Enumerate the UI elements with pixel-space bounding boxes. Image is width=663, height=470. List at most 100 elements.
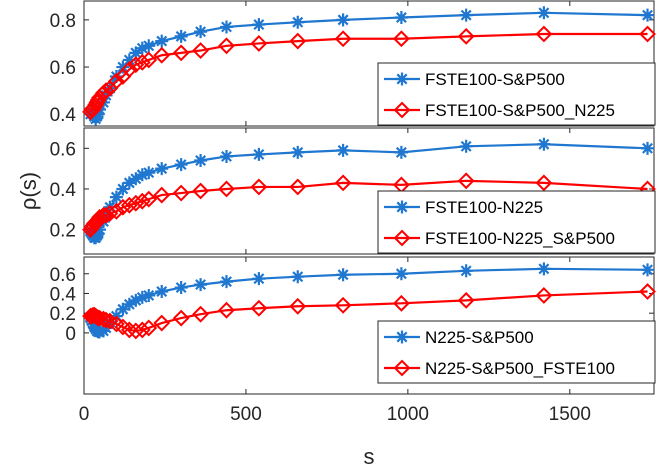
x-tick-label: 1500: [549, 404, 591, 425]
y-tick-label: 0.4: [50, 284, 77, 305]
data-point: [133, 53, 151, 71]
data-point: [334, 30, 352, 48]
legend-marker: [393, 229, 411, 247]
data-point: [116, 182, 130, 196]
data-point: [220, 275, 233, 289]
data-point: [459, 8, 473, 22]
data-point: [392, 30, 410, 48]
data-point: [116, 60, 130, 74]
data-point: [116, 302, 130, 316]
y-axis-label: ρ(s): [16, 172, 41, 210]
data-point: [250, 178, 268, 196]
data-point: [192, 182, 210, 200]
legend-box: [377, 320, 656, 384]
data-point: [192, 42, 210, 59]
legend-label: FSTE100-S&P500: [425, 70, 565, 89]
data-point: [641, 141, 655, 155]
data-point: [459, 139, 473, 153]
data-point: [127, 56, 145, 74]
data-point: [194, 154, 208, 168]
data-point: [107, 202, 125, 220]
data-point: [252, 18, 266, 32]
series-red: [82, 25, 656, 121]
legend-label: N225-S&P500: [425, 328, 534, 347]
legend-label: FSTE100-S&P500_N225: [425, 101, 615, 120]
data-point: [135, 41, 149, 55]
data-point: [641, 263, 655, 277]
y-tick-label: 0.2: [50, 304, 76, 325]
data-point: [129, 172, 143, 186]
data-point: [153, 186, 171, 204]
data-point: [291, 270, 305, 284]
data-point: [172, 309, 190, 327]
data-point: [291, 15, 305, 29]
x-tick-label: 1000: [387, 404, 429, 425]
legend-label: FSTE100-N225: [425, 198, 543, 217]
legend-marker: [393, 359, 411, 377]
data-point: [457, 291, 475, 309]
y-tick-label: 0.4: [50, 105, 77, 126]
data-point: [155, 284, 169, 298]
y-tick-label: 0.8: [50, 11, 76, 32]
data-point: [289, 297, 307, 315]
y-tick-label: 0.2: [50, 221, 76, 242]
data-point: [537, 262, 551, 276]
data-point: [250, 35, 268, 52]
panel-1: 0.4 0.6 0.8 FSTE100-S&P500 FSTE100-S&P500_N2…: [50, 0, 656, 127]
data-point: [114, 198, 132, 216]
data-point: [86, 317, 100, 331]
x-tick-label: 500: [230, 404, 262, 425]
data-point: [95, 206, 112, 224]
data-point: [194, 25, 208, 39]
data-point: [639, 283, 656, 300]
data-point: [120, 321, 138, 339]
data-point: [172, 184, 190, 202]
legend: FSTE100-S&P500 FSTE100-S&P500_N225: [377, 62, 656, 126]
data-point: [291, 145, 305, 159]
data-point: [97, 311, 115, 329]
legend: N225-S&P500 N225-S&P500_FSTE100: [377, 320, 656, 384]
data-point: [129, 293, 143, 307]
data-point: [153, 314, 171, 332]
data-point: [155, 162, 169, 176]
data-point: [218, 301, 235, 319]
data-point: [93, 223, 107, 237]
data-point: [457, 172, 475, 190]
data-point: [101, 204, 119, 222]
data-point: [535, 174, 553, 192]
series-red: [82, 283, 656, 340]
data-point: [535, 25, 553, 43]
data-point: [289, 178, 307, 196]
data-point: [394, 145, 408, 159]
data-point: [120, 60, 138, 78]
y-tick-label: 0.6: [50, 139, 76, 160]
data-point: [336, 13, 350, 27]
data-point: [174, 281, 188, 295]
data-point: [133, 321, 151, 339]
legend-label: FSTE100-N225_S&P500: [425, 229, 615, 248]
data-point: [142, 288, 156, 302]
legend-box: [377, 190, 656, 254]
data-point: [99, 88, 113, 102]
y-tick-label: 0.6: [50, 58, 76, 79]
data-point: [127, 194, 145, 212]
data-point: [192, 305, 210, 323]
data-point: [133, 192, 151, 210]
legend-box: [377, 62, 656, 126]
y-tick-label: 0.6: [50, 265, 76, 286]
data-point: [537, 6, 551, 20]
data-point: [218, 180, 235, 198]
data-point: [122, 53, 136, 67]
series-red: [82, 172, 656, 239]
panel-2: 0.2 0.4 0.6 FSTE100-N225 FSTE100-N225_S&P500…: [16, 127, 656, 255]
data-point: [174, 29, 188, 43]
data-point: [220, 20, 233, 34]
data-point: [129, 46, 143, 60]
data-point: [122, 297, 136, 311]
data-point: [135, 168, 149, 182]
data-point: [218, 37, 235, 55]
data-point: [336, 268, 350, 282]
legend-marker: [395, 330, 409, 344]
data-point: [97, 82, 115, 100]
